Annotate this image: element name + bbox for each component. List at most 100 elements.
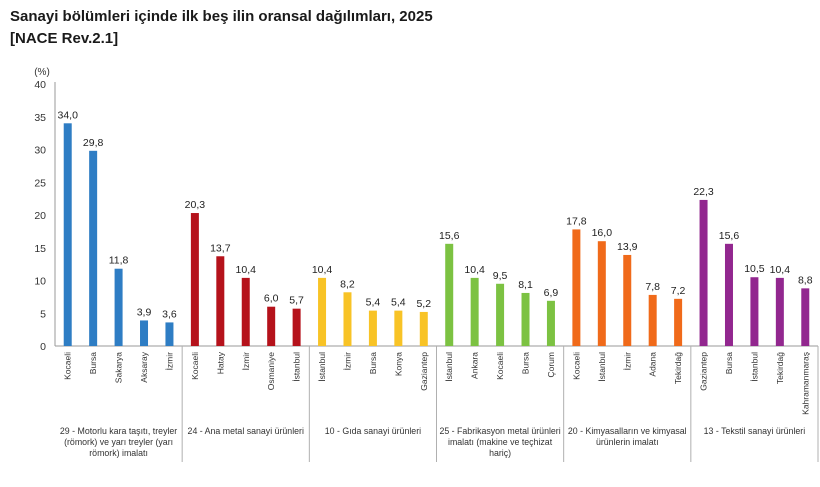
x-category-label: Tekirdağ — [673, 352, 683, 384]
bar — [318, 277, 327, 346]
x-category-label: Ankara — [470, 352, 480, 379]
x-category-label: İstanbul — [292, 352, 302, 382]
y-tick-label: 10 — [34, 276, 46, 288]
bar — [674, 298, 683, 346]
bar — [775, 277, 784, 346]
bar — [496, 283, 505, 346]
x-category-label: Kocaeli — [495, 352, 505, 380]
group-label: 25 - Fabrikasyon metal ürünleri — [439, 426, 560, 436]
bar-value-label: 13,7 — [210, 242, 231, 254]
bar — [445, 243, 454, 346]
bar-value-label: 7,2 — [671, 285, 686, 297]
x-category-label: Konya — [393, 352, 403, 376]
x-category-label: Kocaeli — [190, 352, 200, 380]
bar — [241, 277, 250, 346]
bar — [216, 256, 225, 346]
bar-value-label: 29,8 — [83, 137, 104, 149]
x-category-label: İzmir — [164, 352, 174, 371]
bar — [140, 320, 149, 346]
bar-value-label: 7,8 — [645, 281, 660, 293]
bar — [165, 322, 174, 346]
x-category-label: Kocaeli — [571, 352, 581, 380]
x-category-label: İzmir — [622, 352, 632, 371]
bar — [546, 300, 555, 346]
bar-value-label: 17,8 — [566, 215, 587, 227]
bar — [750, 277, 759, 346]
group-label: hariç) — [489, 448, 511, 458]
x-category-label: İzmir — [342, 352, 352, 371]
bar — [114, 268, 123, 346]
x-category-label: Bursa — [88, 352, 98, 374]
x-category-label: İstanbul — [444, 352, 454, 382]
bar-value-label: 15,6 — [439, 230, 460, 242]
bar-value-label: 22,3 — [693, 186, 714, 198]
y-tick-label: 25 — [34, 177, 46, 189]
y-axis-label: (%) — [34, 67, 50, 78]
x-category-label: İzmir — [241, 352, 251, 371]
y-tick-label: 15 — [34, 243, 46, 255]
bar — [190, 213, 199, 346]
bar — [292, 308, 301, 346]
group-label: ürünlerin imalatı — [596, 437, 659, 447]
x-category-label: Hatay — [215, 351, 225, 374]
x-category-label: Kahramanmaraş — [800, 352, 810, 415]
bar-value-label: 34,0 — [57, 109, 78, 121]
y-tick-label: 0 — [40, 341, 46, 353]
bar-value-label: 10,4 — [464, 264, 485, 276]
bar — [699, 199, 708, 346]
bar — [343, 292, 352, 346]
bar — [394, 310, 403, 346]
bar-value-label: 10,5 — [744, 263, 765, 275]
y-tick-label: 5 — [40, 308, 46, 320]
bar-value-label: 9,5 — [493, 270, 508, 282]
bar-value-label: 5,4 — [391, 297, 406, 309]
bar-value-label: 15,6 — [719, 230, 740, 242]
x-category-label: Gaziantep — [419, 352, 429, 391]
bar-value-label: 20,3 — [185, 199, 206, 211]
bar-value-label: 8,8 — [798, 274, 813, 286]
bar — [801, 288, 810, 346]
x-category-label: İstanbul — [317, 352, 327, 382]
group-label: (römork) ve yarı treyler (yarı — [64, 437, 173, 447]
bar-value-label: 8,2 — [340, 278, 355, 290]
chart-title-line2: [NACE Rev.2.1] — [10, 30, 119, 47]
bar — [89, 150, 98, 346]
group-label: 10 - Gıda sanayi ürünleri — [325, 426, 421, 436]
y-tick-label: 40 — [34, 79, 46, 91]
group-label: 13 - Tekstil sanayi ürünleri — [704, 426, 806, 436]
bar-value-label: 5,7 — [289, 295, 304, 307]
bar — [470, 277, 479, 346]
bar — [724, 243, 733, 346]
x-category-label: Adana — [648, 352, 658, 377]
group-label: 29 - Motorlu kara taşıtı, treyler — [60, 426, 177, 436]
bar-value-label: 11,8 — [109, 255, 129, 267]
bar — [63, 123, 72, 346]
bar-value-label: 16,0 — [592, 227, 613, 239]
bar-value-label: 6,0 — [264, 293, 279, 305]
bar-value-label: 10,4 — [236, 264, 257, 276]
bar-value-label: 10,4 — [770, 264, 791, 276]
group-label: 20 - Kimyasalların ve kimyasal — [568, 426, 687, 436]
x-category-label: Kocaeli — [63, 352, 73, 380]
x-category-label: Bursa — [724, 352, 734, 374]
bar — [648, 294, 657, 346]
chart-title-line1: Sanayi bölümleri içinde ilk beş ilin ora… — [10, 8, 433, 25]
x-category-label: Sakarya — [114, 352, 124, 383]
bar-value-label: 5,4 — [366, 297, 381, 309]
bar-value-label: 10,4 — [312, 264, 333, 276]
x-category-label: Aksaray — [139, 351, 149, 382]
group-label: römork) imalatı — [89, 448, 148, 458]
x-category-label: Bursa — [521, 352, 531, 374]
bar — [572, 229, 581, 346]
bar-value-label: 5,2 — [416, 298, 431, 310]
bar-value-label: 6,9 — [544, 287, 559, 299]
x-category-label: Gaziantep — [699, 352, 709, 391]
x-category-label: İstanbul — [749, 352, 759, 382]
x-category-label: Osmaniye — [266, 352, 276, 391]
bar — [597, 241, 606, 346]
bar-value-label: 3,9 — [137, 306, 152, 318]
bar-value-label: 8,1 — [518, 279, 533, 291]
bar-value-label: 13,9 — [617, 241, 638, 253]
y-tick-label: 35 — [34, 112, 46, 124]
